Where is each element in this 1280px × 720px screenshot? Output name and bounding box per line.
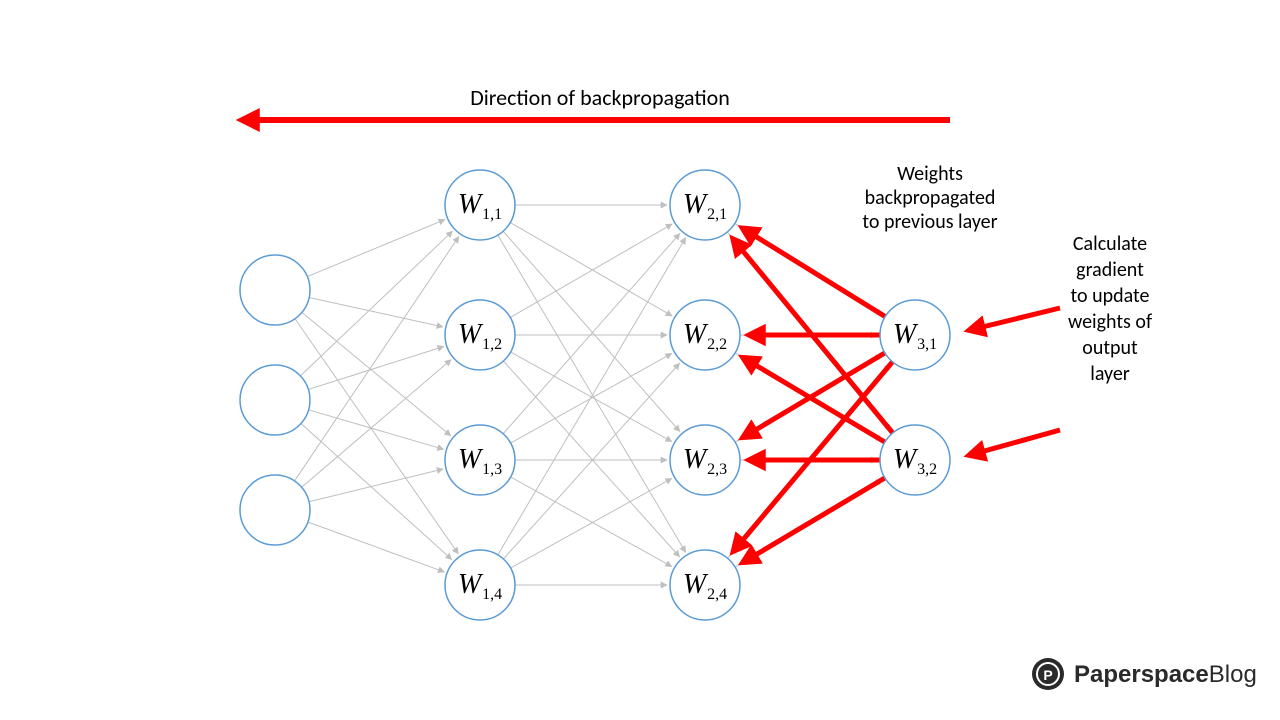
forward-edge bbox=[498, 235, 686, 552]
gradient-arrow bbox=[970, 308, 1060, 330]
backprop-edges bbox=[734, 229, 893, 562]
forward-edge bbox=[503, 361, 679, 557]
forward-edge bbox=[503, 233, 680, 433]
forward-edge bbox=[302, 312, 451, 435]
forward-edge bbox=[503, 231, 680, 431]
title-group: Direction of backpropagation bbox=[255, 84, 950, 120]
forward-edge bbox=[300, 231, 452, 376]
annot-weights-backprop: Weightsbackpropagatedto previous layer bbox=[862, 162, 997, 234]
gradient-arrow bbox=[970, 430, 1060, 455]
forward-edge bbox=[308, 522, 444, 572]
node-input-2 bbox=[240, 475, 310, 545]
forward-edge bbox=[307, 220, 445, 277]
network-nodes: W1,1W1,2W1,3W1,4W2,1W2,2W2,3W2,4W3,1W3,2 bbox=[240, 170, 950, 620]
forward-edge bbox=[510, 224, 672, 317]
logo-icon-letter: P bbox=[1043, 667, 1052, 683]
forward-edge bbox=[301, 423, 452, 559]
forward-edge bbox=[498, 238, 686, 555]
forward-edge bbox=[295, 319, 458, 554]
backprop-edge bbox=[743, 229, 885, 317]
title-text: Direction of backpropagation bbox=[470, 84, 730, 111]
logo: P PaperspaceBlog bbox=[1032, 658, 1257, 690]
backprop-edge bbox=[744, 478, 885, 562]
forward-edge bbox=[309, 469, 443, 502]
node-input-0 bbox=[240, 255, 310, 325]
annot-calc-gradient: Calculategradientto updateweights ofoutp… bbox=[1068, 232, 1152, 386]
forward-edge bbox=[295, 237, 459, 481]
node-input-1 bbox=[240, 365, 310, 435]
forward-edge bbox=[309, 298, 443, 327]
logo-text: PaperspaceBlog bbox=[1074, 661, 1257, 688]
forward-edge bbox=[302, 360, 451, 488]
